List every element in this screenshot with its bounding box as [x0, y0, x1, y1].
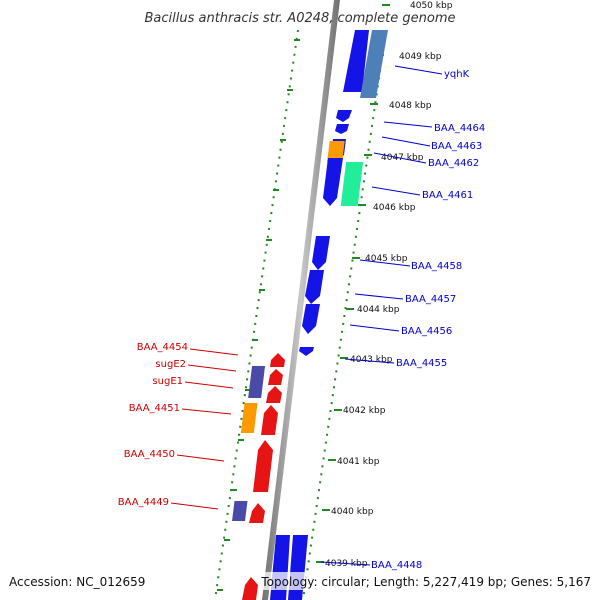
gene-sugE2-b[interactable] — [268, 369, 283, 385]
gene-BAA-4456[interactable] — [302, 304, 320, 334]
gene-bottom-red[interactable] — [242, 577, 258, 600]
gene-sugE1[interactable] — [266, 386, 282, 403]
tick-4044: 4044 kbp — [357, 305, 400, 315]
label-BAA-4458[interactable]: BAA_4458 — [411, 261, 462, 272]
gene-BAA-4451[interactable] — [261, 405, 278, 435]
label-sugE1[interactable]: sugE1 — [152, 376, 183, 387]
reverse-genes — [232, 353, 285, 600]
outer-tick-rail — [214, 29, 299, 600]
gene-BAA-4461-a[interactable] — [323, 158, 343, 206]
gene-BAA-4464[interactable] — [336, 110, 352, 122]
label-BAA-4451[interactable]: BAA_4451 — [129, 403, 180, 414]
label-BAA-4461[interactable]: BAA_4461 — [422, 190, 473, 201]
label-yqhK[interactable]: yqhK — [444, 69, 470, 80]
gene-BAA-4449-rna[interactable] — [232, 501, 248, 521]
outer-tick-marks — [217, 39, 300, 591]
gene-BAA-4451-orange[interactable] — [240, 403, 258, 433]
label-sugE2[interactable]: sugE2 — [155, 359, 186, 370]
footer-backdrop-left — [6, 572, 146, 590]
label-BAA-4457[interactable]: BAA_4457 — [405, 294, 456, 305]
tick-4049: 4049 kbp — [399, 52, 442, 62]
label-BAA-4450[interactable]: BAA_4450 — [124, 449, 175, 460]
gene-BAA-4457[interactable] — [305, 270, 324, 304]
gene-BAA-4462[interactable] — [327, 141, 345, 162]
gene-BAA-4463[interactable] — [335, 124, 349, 134]
genome-stats-text: Topology: circular; Length: 5,227,419 bp… — [260, 575, 591, 589]
label-BAA-4455[interactable]: BAA_4455 — [396, 358, 447, 369]
tick-4043: 4043 kbp — [350, 355, 393, 365]
gene-BAA-4454[interactable] — [270, 353, 285, 367]
gene-yqhK[interactable] — [343, 30, 369, 92]
tick-4042: 4042 kbp — [343, 406, 386, 416]
gene-BAA-4458[interactable] — [312, 236, 330, 270]
label-BAA-4456[interactable]: BAA_4456 — [401, 326, 452, 337]
label-BAA-4463[interactable]: BAA_4463 — [431, 141, 482, 152]
gene-BAA-4449[interactable] — [249, 503, 265, 523]
forward-genes — [270, 30, 388, 600]
map-title: Bacillus anthracis str. A0248, complete … — [144, 11, 455, 26]
right-gene-labels: yqhK BAA_4464 BAA_4463 BAA_4462 BAA_4461… — [371, 69, 485, 571]
tick-4045: 4045 kbp — [365, 254, 408, 264]
tick-4040: 4040 kbp — [331, 507, 374, 517]
label-BAA-4448[interactable]: BAA_4448 — [371, 560, 422, 571]
label-BAA-4454[interactable]: BAA_4454 — [137, 342, 188, 353]
gene-BAA-4461[interactable] — [340, 162, 364, 206]
gene-sugE2[interactable] — [248, 366, 266, 398]
footer-backdrop-right — [258, 572, 594, 590]
gene-yqhK-alt[interactable] — [360, 30, 388, 98]
genome-backbone — [262, 0, 340, 600]
tick-4041: 4041 kbp — [337, 457, 380, 467]
gene-BAA-4455[interactable] — [299, 347, 314, 356]
tick-4048: 4048 kbp — [389, 101, 432, 111]
left-leader-lines — [170, 348, 239, 510]
right-leader-lines — [320, 65, 443, 566]
left-gene-labels: BAA_4454 sugE2 sugE1 BAA_4451 BAA_4450 B… — [118, 342, 188, 508]
tick-4050: 4050 kbp — [410, 1, 453, 11]
label-BAA-4464[interactable]: BAA_4464 — [434, 123, 485, 134]
gene-BAA-4450[interactable] — [253, 440, 273, 492]
label-BAA-4449[interactable]: BAA_4449 — [118, 497, 169, 508]
accession-text: Accession: NC_012659 — [9, 575, 145, 589]
gene-BAA-4448[interactable] — [288, 535, 308, 600]
tick-4046: 4046 kbp — [373, 203, 416, 213]
inner-tick-rail — [302, 29, 387, 600]
label-BAA-4462[interactable]: BAA_4462 — [428, 158, 479, 169]
